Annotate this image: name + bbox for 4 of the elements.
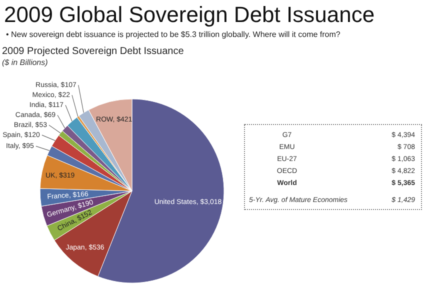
chart-title: 2009 Projected Sovereign Debt Issuance: [2, 46, 184, 57]
chart-subtitle: ($ in Billions): [2, 58, 48, 67]
text: 2009 Global Sovereign Debt Issuance: [4, 2, 375, 28]
text: • New sovereign debt issuance is projected to be $5.3 trillion globally. Where will it come from?: [6, 30, 340, 39]
